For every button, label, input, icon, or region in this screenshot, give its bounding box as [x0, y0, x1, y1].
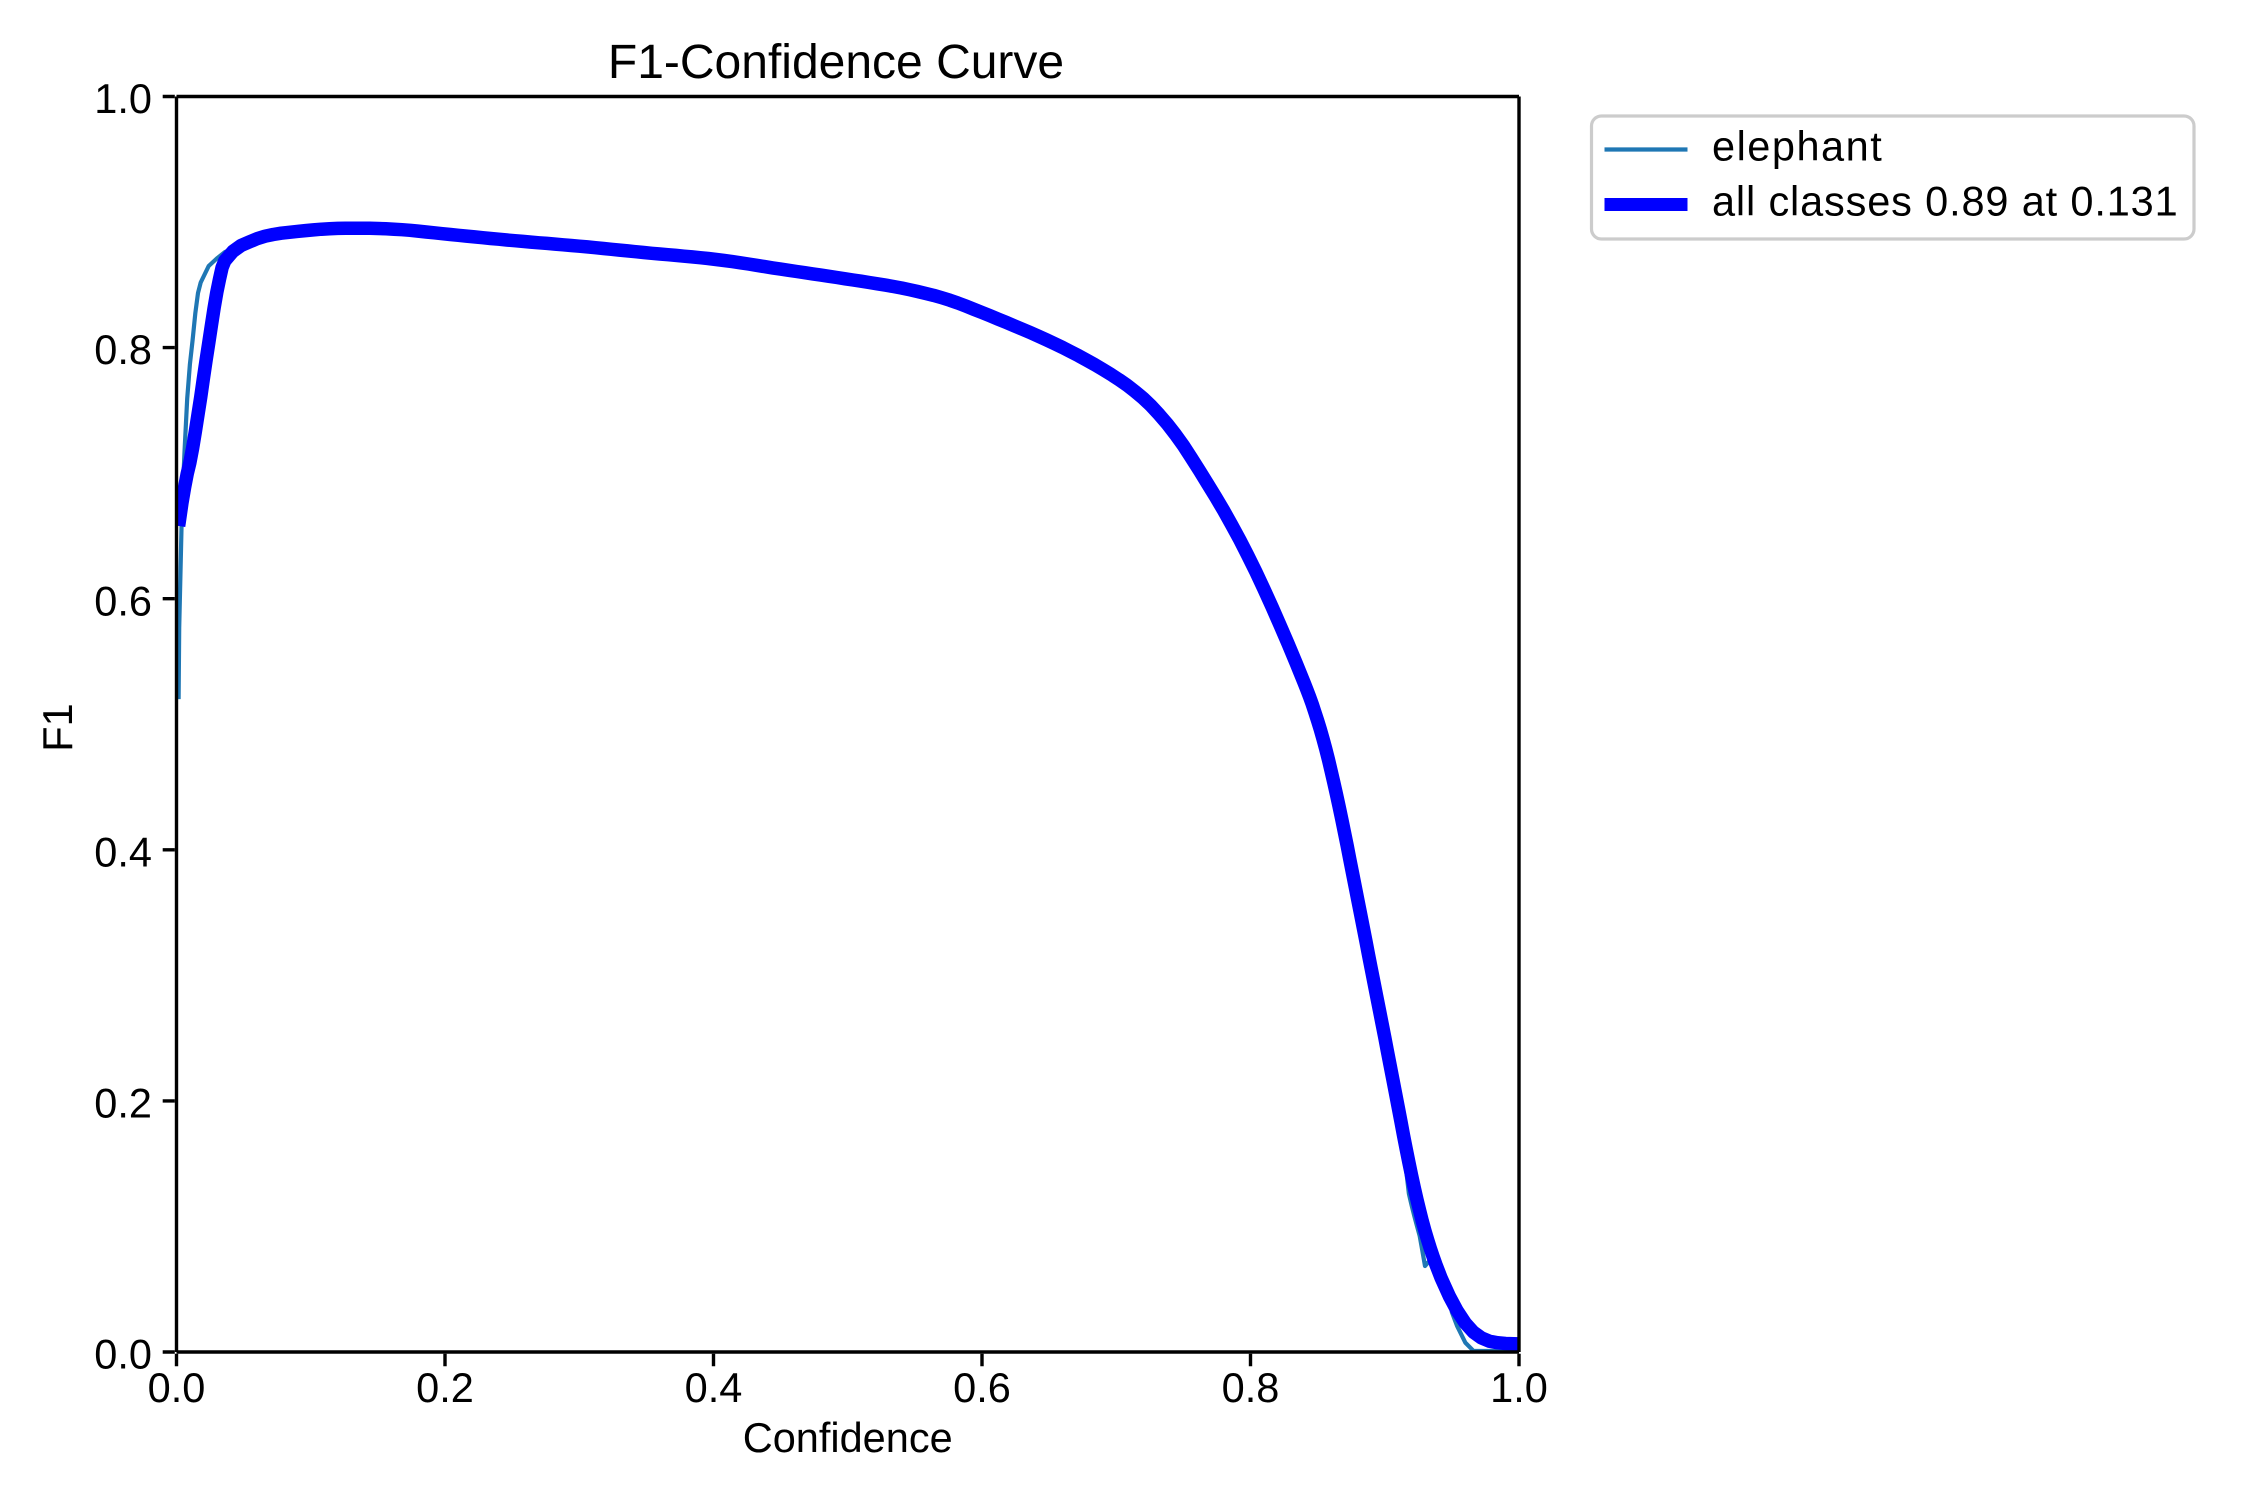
svg-text:0.4: 0.4: [685, 1364, 743, 1411]
svg-text:1.0: 1.0: [1490, 1364, 1548, 1411]
svg-text:0.4: 0.4: [94, 828, 152, 875]
svg-text:0.0: 0.0: [148, 1364, 206, 1411]
svg-text:0.6: 0.6: [953, 1364, 1011, 1411]
svg-text:1.0: 1.0: [94, 75, 152, 122]
svg-text:all classes 0.89 at 0.131: all classes 0.89 at 0.131: [1712, 178, 2179, 225]
svg-text:0.6: 0.6: [94, 577, 152, 624]
svg-text:F1: F1: [34, 703, 81, 751]
svg-text:0.0: 0.0: [94, 1331, 152, 1378]
svg-text:0.8: 0.8: [1222, 1364, 1280, 1411]
svg-text:F1-Confidence Curve: F1-Confidence Curve: [608, 36, 1064, 89]
svg-text:elephant: elephant: [1712, 123, 1883, 170]
svg-text:Confidence: Confidence: [743, 1414, 953, 1461]
svg-text:0.2: 0.2: [94, 1080, 152, 1127]
svg-text:0.2: 0.2: [416, 1364, 474, 1411]
svg-text:0.8: 0.8: [94, 326, 152, 373]
